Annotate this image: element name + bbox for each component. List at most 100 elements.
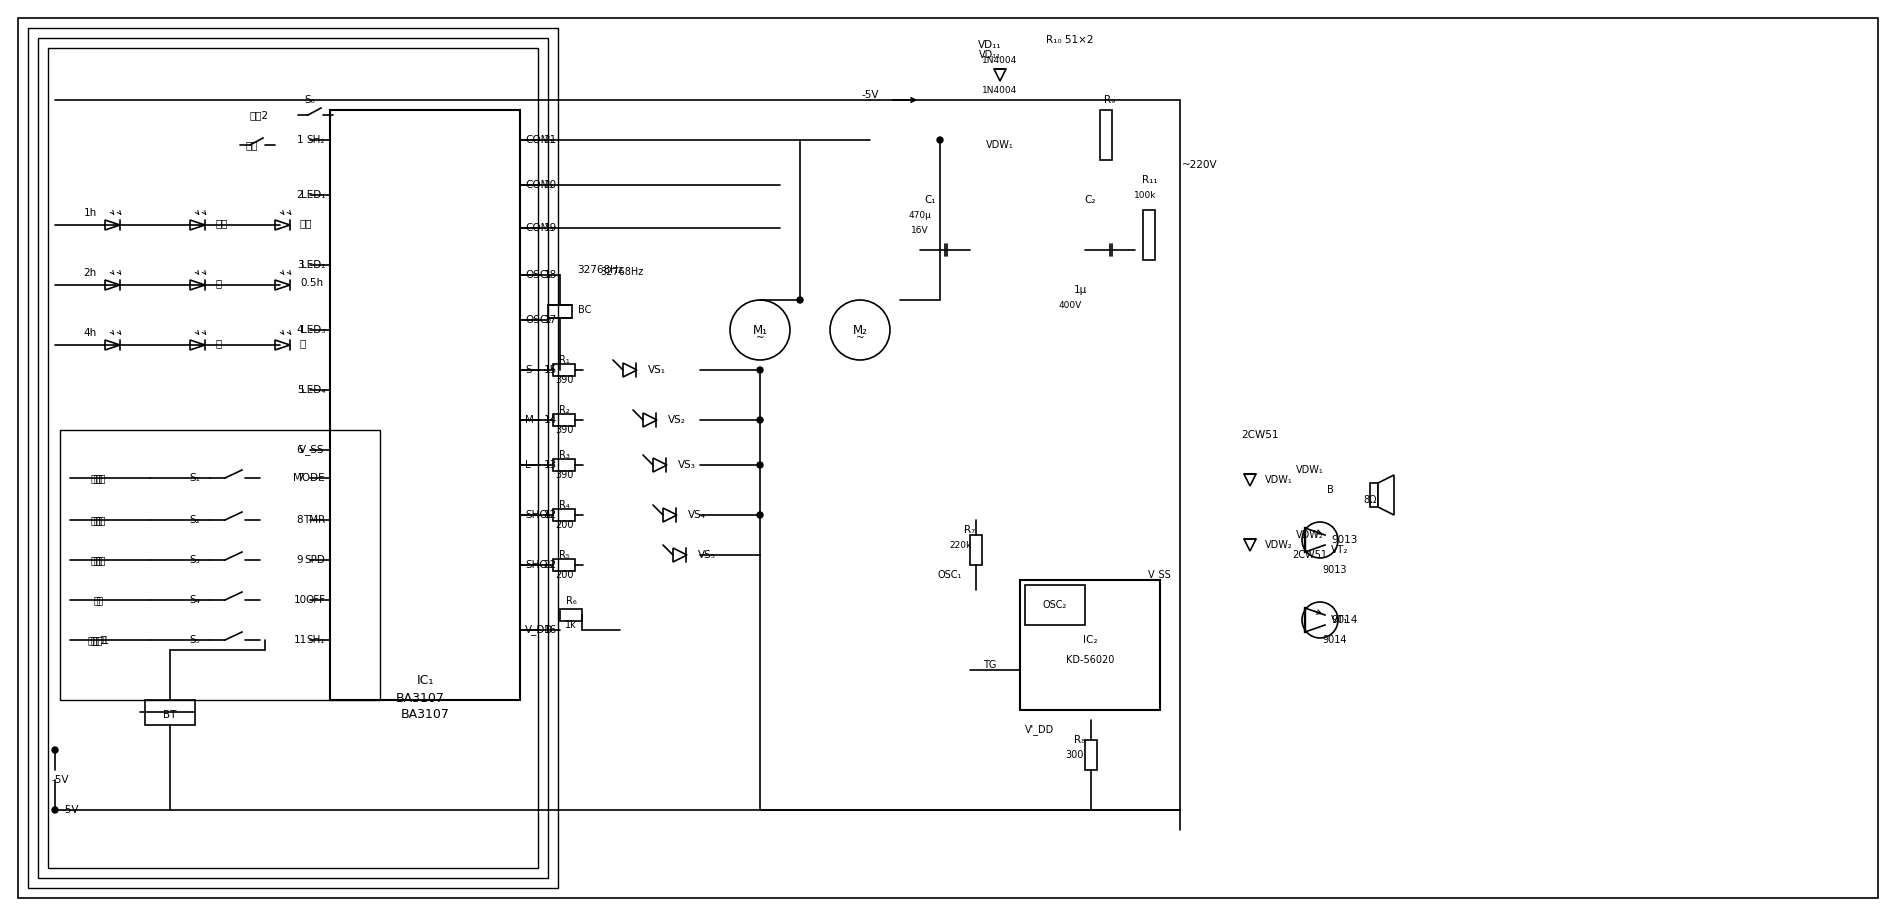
Text: LED₁: LED₁	[301, 190, 326, 200]
Bar	[1100, 110, 1111, 160]
Text: 1N4004: 1N4004	[982, 56, 1018, 65]
Text: OFF: OFF	[305, 595, 326, 605]
Text: 1h: 1h	[83, 208, 97, 218]
Text: S₃: S₃	[189, 555, 201, 565]
Text: 摆头1: 摆头1	[87, 635, 106, 645]
Text: 13: 13	[543, 460, 557, 470]
Text: 11: 11	[293, 635, 307, 645]
Text: 390: 390	[555, 425, 574, 435]
Text: 8Ω: 8Ω	[1363, 495, 1376, 505]
Text: 7: 7	[297, 473, 303, 483]
Text: 17: 17	[543, 315, 557, 325]
Text: R₁₀ 51×2: R₁₀ 51×2	[1047, 35, 1094, 45]
Bar	[1024, 585, 1085, 625]
Text: COM₂: COM₂	[524, 180, 553, 190]
Text: C₂: C₂	[1085, 195, 1096, 205]
Text: 21: 21	[543, 135, 557, 145]
Text: 9: 9	[297, 555, 303, 565]
Text: 2h: 2h	[83, 268, 97, 278]
Text: 9013: 9013	[1333, 535, 1357, 545]
Text: 5: 5	[297, 385, 303, 395]
Text: 中: 中	[216, 338, 221, 348]
Text: 定时: 定时	[91, 515, 104, 525]
Text: IC₂: IC₂	[1083, 635, 1098, 645]
Text: R₇: R₇	[964, 525, 975, 535]
Bar	[329, 110, 521, 700]
Circle shape	[51, 807, 59, 813]
Text: BC: BC	[579, 305, 593, 315]
Bar	[1371, 483, 1378, 507]
Text: C₁: C₁	[924, 195, 935, 205]
Bar	[1143, 210, 1155, 260]
Text: 风类: 风类	[95, 473, 106, 483]
Text: V_SS: V_SS	[299, 445, 326, 456]
Text: 风速: 风速	[91, 555, 104, 565]
Bar	[61, 430, 380, 700]
Text: 8: 8	[297, 515, 303, 525]
Text: 关: 关	[95, 595, 100, 605]
Text: BA3107: BA3107	[396, 691, 445, 705]
Bar	[553, 364, 575, 376]
Text: 1: 1	[297, 135, 303, 145]
Bar	[38, 38, 547, 878]
Text: 19: 19	[543, 223, 557, 233]
Text: R₅: R₅	[558, 550, 570, 560]
Text: 4h: 4h	[83, 328, 97, 338]
Text: M₁: M₁	[753, 323, 767, 337]
Bar	[547, 305, 572, 318]
Text: IC₁: IC₁	[416, 674, 433, 687]
Text: V'_DD: V'_DD	[1026, 725, 1054, 736]
Text: B: B	[1327, 485, 1333, 495]
Circle shape	[757, 417, 763, 423]
Text: VS₃: VS₃	[678, 460, 697, 470]
Text: 9014: 9014	[1333, 615, 1357, 625]
Text: 强: 强	[216, 278, 221, 288]
Polygon shape	[1378, 475, 1393, 515]
Text: 16: 16	[543, 625, 557, 635]
Bar	[553, 559, 575, 571]
Text: TG: TG	[982, 660, 998, 670]
Bar	[1020, 580, 1160, 710]
Text: 32768Hz: 32768Hz	[577, 265, 623, 275]
Text: -5V: -5V	[861, 90, 878, 100]
Text: BT: BT	[163, 710, 176, 720]
Text: M: M	[524, 415, 534, 425]
Text: 16V: 16V	[911, 226, 929, 235]
Text: 20: 20	[543, 180, 557, 190]
Circle shape	[757, 512, 763, 518]
Text: 10: 10	[293, 595, 307, 605]
Text: 弱: 弱	[299, 338, 307, 348]
Text: R₉: R₉	[1104, 95, 1115, 105]
Text: SH₁: SH₁	[307, 635, 326, 645]
Text: -5V: -5V	[61, 805, 80, 815]
Text: ~: ~	[755, 333, 765, 343]
Bar	[560, 609, 581, 621]
Text: OSC₁: OSC₁	[937, 570, 962, 580]
Text: 390: 390	[555, 470, 574, 480]
Text: VS₅: VS₅	[699, 550, 716, 560]
Text: SHO₂: SHO₂	[524, 560, 551, 570]
Bar	[553, 459, 575, 471]
Text: VD₁₁: VD₁₁	[979, 50, 1001, 60]
Text: SHO₁: SHO₁	[524, 510, 553, 520]
Circle shape	[757, 367, 763, 373]
Text: 自然: 自然	[299, 218, 312, 228]
Text: VDW₁: VDW₁	[1265, 475, 1293, 485]
Text: SPD: SPD	[305, 555, 326, 565]
Text: S₆: S₆	[305, 95, 316, 105]
Text: 风速: 风速	[95, 555, 106, 565]
Text: R₁: R₁	[558, 355, 570, 365]
Text: S₁: S₁	[189, 473, 201, 483]
Text: 300: 300	[1066, 750, 1085, 760]
Text: 1μ: 1μ	[1073, 285, 1087, 295]
Text: R₆: R₆	[566, 596, 575, 606]
Text: 2CW51: 2CW51	[1242, 430, 1280, 440]
Text: VS₂: VS₂	[668, 415, 685, 425]
Text: OSC₂: OSC₂	[524, 315, 551, 325]
Text: R₁₁: R₁₁	[1141, 175, 1159, 185]
Text: VDW₂: VDW₂	[1297, 530, 1323, 540]
Text: L: L	[524, 460, 530, 470]
Text: 6: 6	[297, 445, 303, 455]
Bar	[553, 414, 575, 426]
Text: 200: 200	[555, 520, 574, 530]
